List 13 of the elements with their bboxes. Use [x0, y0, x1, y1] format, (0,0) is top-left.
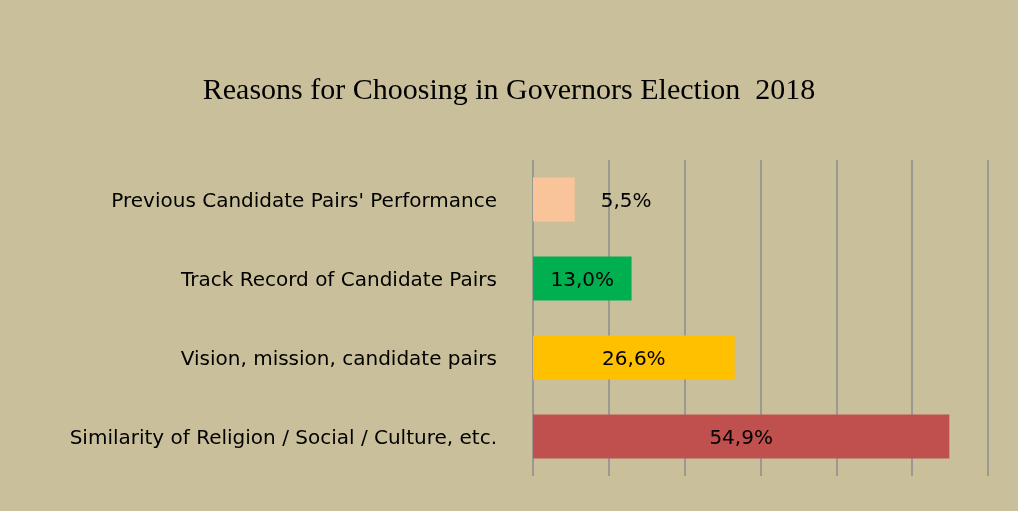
data-label: 5,5% — [600, 187, 652, 212]
y-tick-label: Vision, mission, candidate pairs — [180, 345, 497, 370]
chart-title: Reasons for Choosing in Governors Election 2018 — [202, 71, 816, 105]
y-tick-label: Similarity of Religion / Social / Culture, etc. — [69, 424, 497, 449]
bar — [533, 177, 575, 222]
bar — [533, 256, 632, 301]
bar — [533, 414, 950, 459]
y-tick-label: Track Record of Candidate Pairs — [179, 266, 497, 291]
bar — [533, 335, 735, 380]
data-label: 26,6% — [602, 345, 666, 370]
y-tick-label: Previous Candidate Pairs' Performance — [111, 187, 497, 212]
data-label: 54,9% — [709, 424, 773, 449]
data-label: 13,0% — [550, 266, 615, 291]
